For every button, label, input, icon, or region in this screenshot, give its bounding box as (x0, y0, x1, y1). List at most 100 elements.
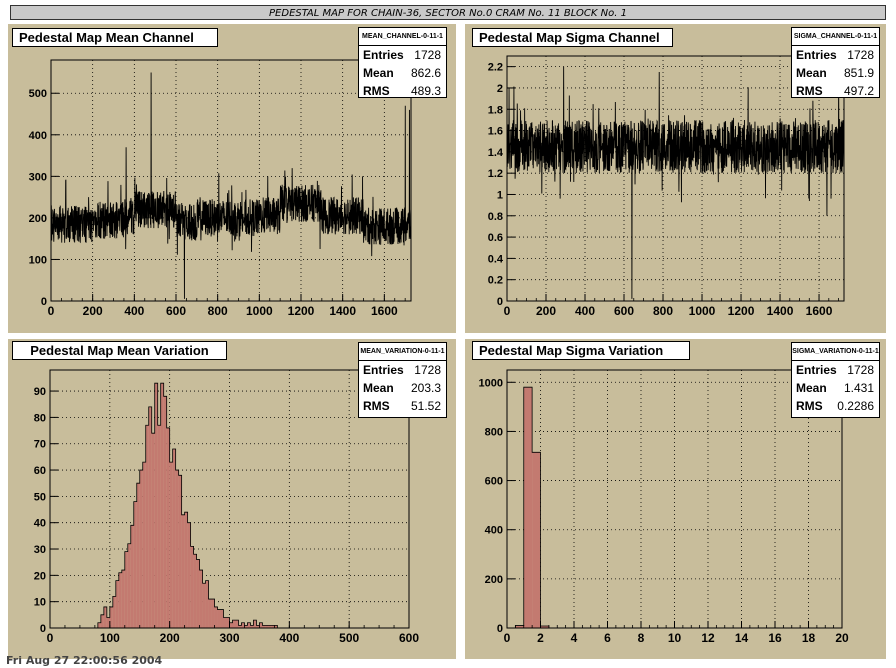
y-tick-label: 400 (485, 525, 503, 537)
histogram-bar (238, 625, 242, 628)
stats-mean-label: Mean (796, 66, 827, 80)
stats-entries-value: 1728 (414, 48, 441, 62)
histogram-bar (532, 452, 541, 628)
x-tick-label: 300 (219, 631, 239, 645)
pad-mean-channel[interactable]: 0 200 400 600 800 1000 1200 1400 1600 0 100 200 300 4… (8, 24, 456, 333)
grid-lines (51, 60, 411, 301)
y-tick-label: 500 (29, 88, 47, 100)
x-tick-label: 200 (536, 304, 556, 318)
histogram-bar (262, 625, 266, 628)
y-tick-label: 2 (497, 83, 503, 95)
stats-box[interactable]: SIGMA_VARIATION-0-11-1 Entries 1728 Mean 1… (791, 342, 880, 418)
histogram-bar (112, 596, 116, 628)
histogram-bar (199, 570, 203, 628)
y-tick-label: 0 (41, 296, 47, 308)
x-tick-label: 200 (83, 304, 103, 318)
y-tick-label: 2.2 (488, 62, 503, 74)
histogram-bar (226, 617, 230, 628)
x-tick-label: 800 (208, 304, 228, 318)
y-tick-label: 1.4 (488, 147, 504, 159)
x-tick-label: 1600 (806, 304, 833, 318)
canvas-title: PEDESTAL MAP FOR CHAIN-36, SECTOR No.0 C… (10, 5, 886, 20)
mean-channel-plot: 0 200 400 600 800 1000 1200 1400 1600 0 100 200 300 4… (29, 59, 412, 318)
histogram-bar (187, 522, 191, 628)
y-tick-label: 50 (34, 491, 46, 503)
y-tick-label: 1 (497, 189, 503, 201)
histogram-bar (124, 551, 128, 628)
histogram-bar (160, 383, 164, 628)
stats-entries-label: Entries (363, 48, 404, 62)
histogram-bars (515, 387, 549, 628)
histogram-bar (175, 470, 179, 628)
x-tick-label: 0 (48, 304, 55, 318)
histogram-bar (256, 625, 260, 628)
y-tick-label: 80 (34, 412, 46, 424)
y-tick-label: 30 (34, 544, 46, 556)
stats-mean-label: Mean (363, 381, 394, 395)
histogram-bar (214, 606, 218, 628)
histogram-bar (247, 622, 251, 628)
x-tick-label: 16 (768, 631, 782, 645)
chart-title: Pedestal Map Sigma Variation (472, 341, 690, 360)
histogram-bar (103, 606, 107, 628)
series-line (50, 72, 412, 299)
x-tick-label: 0 (504, 304, 511, 318)
histogram-bar (217, 609, 221, 628)
histogram-bar (515, 625, 524, 628)
y-tick-label: 400 (29, 130, 47, 142)
stats-box[interactable]: MEAN_CHANNEL-0-11-1 Entries 1728 Mean 862.… (358, 27, 447, 98)
x-tick-label: 0 (47, 631, 54, 645)
x-tick-label: 1400 (329, 304, 356, 318)
histogram-bar (181, 514, 185, 628)
stats-box[interactable]: SIGMA_CHANNEL-0-11-1 Entries 1728 Mean 851… (791, 27, 880, 98)
histogram-bar (172, 448, 176, 628)
stats-rms-value: 51.52 (410, 399, 441, 413)
grid-lines (50, 370, 410, 628)
sigma-channel-plot: 0 200 400 600 800 1000 1200 1400 1600 0 0.2 0.4 0.6 0… (488, 55, 845, 318)
chart-title: Pedestal Map Mean Channel (12, 28, 218, 47)
x-tick-label: 200 (160, 631, 180, 645)
y-tick-label: 0 (40, 623, 46, 635)
histogram-bar (130, 525, 134, 628)
y-tick-label: 10 (34, 597, 46, 609)
x-tick-label: 18 (802, 631, 816, 645)
stats-mean-row: Mean 203.3 (359, 379, 446, 397)
y-tick-label: 100 (29, 254, 47, 266)
histogram-bar (178, 475, 182, 628)
stats-rms-label: RMS (796, 399, 823, 413)
stats-entries-row: Entries 1728 (792, 46, 879, 64)
stats-rms-row: RMS 497.2 (792, 82, 879, 100)
y-tick-label: 1.2 (488, 168, 503, 180)
stats-histogram-name: SIGMA_VARIATION-0-11-1 (792, 343, 879, 361)
x-tick-label: 400 (575, 304, 595, 318)
x-tick-label: 1000 (689, 304, 716, 318)
pad-sigma-variation[interactable]: 0 2 4 6 8 10 12 14 16 18 20 0 200 400 600 800 1000 Pedes… (465, 339, 886, 659)
pad-mean-variation[interactable]: 0 100 200 300 400 500 600 0 10 20 30 40 50 60 70 80 90 P… (8, 339, 456, 659)
histogram-bars (97, 383, 278, 628)
histogram-bar (151, 433, 155, 628)
pad-sigma-channel[interactable]: 0 200 400 600 800 1000 1200 1400 1600 0 0.2 0.4 0.6 0… (465, 24, 886, 333)
x-tick-label: 12 (701, 631, 715, 645)
histogram-bar (274, 625, 278, 628)
histogram-bar (148, 406, 152, 628)
x-tick-label: 1600 (371, 304, 398, 318)
stats-rms-label: RMS (796, 84, 823, 98)
histogram-bar (184, 512, 188, 628)
histogram-bar (136, 483, 140, 628)
stats-box[interactable]: MEAN_VARIATION-0-11-1 Entries 1728 Mean 20… (358, 342, 447, 418)
histogram-bar (265, 625, 269, 628)
stats-rms-row: RMS 51.52 (359, 397, 446, 415)
stats-entries-row: Entries 1728 (792, 361, 879, 379)
histogram-bar (250, 625, 254, 628)
histogram-bar (166, 427, 170, 628)
histogram-bar (205, 580, 209, 628)
histogram-bar (271, 625, 275, 628)
y-tick-label: 300 (29, 171, 47, 183)
x-tick-label: 1200 (288, 304, 315, 318)
histogram-bar (115, 580, 119, 628)
x-tick-label: 20 (835, 631, 849, 645)
x-tick-label: 400 (279, 631, 299, 645)
x-tick-label: 0 (504, 631, 511, 645)
stats-rms-label: RMS (363, 399, 390, 413)
y-tick-label: 200 (485, 574, 503, 586)
